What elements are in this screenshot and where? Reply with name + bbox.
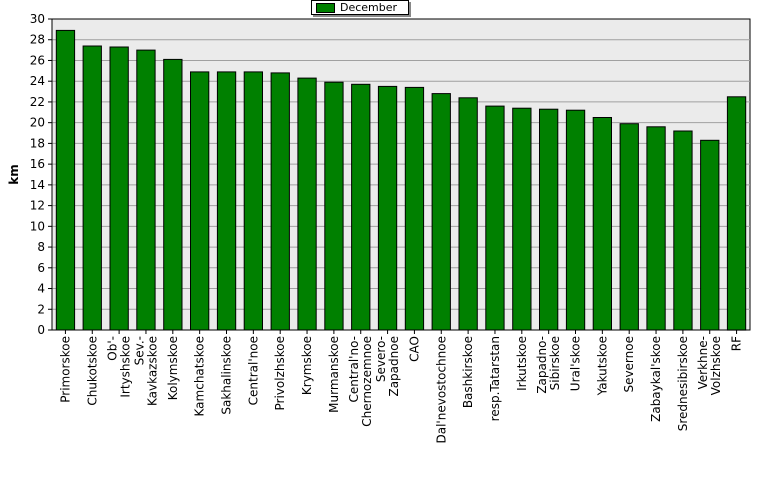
x-category-label: Verkhne- [696, 336, 710, 389]
x-category-label: Kavkazskoe [145, 336, 159, 406]
x-category-label: Severnoe [622, 336, 636, 393]
bar [512, 107, 532, 331]
x-category-label: Privolzhskoe [273, 336, 287, 410]
x-category-label: Srednesibirskoe [676, 336, 690, 431]
bar [270, 72, 290, 331]
x-category-label: Sibirskoe [548, 336, 562, 390]
bar [297, 77, 317, 331]
y-tick-label: 28 [30, 33, 45, 47]
y-tick-label: 14 [30, 178, 45, 192]
x-category-label: Bashkirskoe [461, 336, 475, 408]
y-tick-label: 22 [30, 95, 45, 109]
x-category-label: Yakutskoe [595, 336, 609, 396]
y-tick-label: 12 [30, 199, 45, 213]
bar [646, 126, 666, 331]
bar [163, 58, 183, 331]
x-category-label: Ob'- [106, 336, 120, 361]
bar [592, 117, 613, 331]
bar [539, 108, 559, 331]
y-tick-label: 30 [30, 12, 45, 26]
x-category-label: Severo- [374, 336, 388, 382]
y-tick-label: 18 [30, 136, 45, 150]
x-category-label: Ural'skoe [569, 336, 583, 391]
bar [458, 97, 478, 331]
x-category-label: Zabaykal'skoe [649, 336, 663, 422]
x-category-label: Central'noe [246, 336, 260, 405]
x-category-label: Irkutskoe [515, 336, 529, 391]
x-category-label: Primorskoe [58, 336, 72, 403]
bar [324, 81, 344, 331]
x-category-label: Volzhskoe [709, 336, 723, 395]
y-tick-label: 24 [30, 74, 45, 88]
bar [243, 71, 263, 331]
y-tick-label: 4 [37, 282, 45, 296]
x-category-label: Krymskoe [300, 336, 314, 395]
bar [673, 130, 693, 331]
x-category-label: resp.Tatarstan [488, 336, 502, 421]
y-tick-label: 20 [30, 116, 45, 130]
x-category-label: Sakhalinskoe [220, 336, 234, 415]
bar [377, 85, 398, 331]
bars [55, 29, 747, 331]
bar [404, 86, 425, 331]
x-category-label: Dal'nevostochnoe [434, 336, 448, 444]
y-tick-label: 26 [30, 53, 45, 67]
legend-label-december: December [340, 1, 398, 14]
y-axis-label: km [7, 164, 21, 184]
bar [565, 109, 586, 331]
x-category-label: Zapadnoe [387, 336, 401, 397]
y-tick-label: 6 [37, 261, 45, 275]
bar [619, 123, 639, 331]
x-category-label: Chukotskoe [85, 336, 99, 406]
x-category-label: Kamchatskoe [193, 336, 207, 416]
x-category-label: Murmanskoe [327, 336, 341, 413]
y-tick-label: 8 [37, 240, 45, 254]
x-axis-categories: Primorskoe Chukotskoe Ob'- Irtyshskoe Sev.- K… [58, 330, 744, 444]
legend-swatch-december [316, 3, 335, 13]
bar [431, 93, 451, 331]
x-category-label: RF [730, 336, 744, 351]
y-tick-label: 2 [37, 302, 45, 316]
y-tick-label: 16 [30, 157, 45, 171]
bar [82, 45, 102, 331]
x-category-label: Zapadno- [535, 336, 549, 394]
x-category-label: Central'no- [347, 336, 361, 403]
bar [485, 105, 505, 331]
y-tick-label: 10 [30, 219, 45, 233]
y-tick-label: 0 [37, 323, 45, 337]
plot-area [51, 18, 751, 331]
bar [351, 83, 371, 331]
bar [190, 71, 210, 331]
x-category-label: CAO [407, 336, 421, 362]
x-category-label: Chernozemnoe [360, 336, 374, 427]
bar [55, 29, 76, 331]
bar [136, 49, 156, 331]
bar [700, 139, 720, 331]
x-category-label: Irtyshskoe [119, 336, 133, 398]
bar [216, 71, 237, 331]
x-category-label: Kolymskoe [166, 336, 180, 400]
chart-legend: December [311, 0, 409, 15]
x-category-label: Sev.- [132, 336, 146, 365]
bar [109, 46, 129, 331]
bar [726, 96, 747, 331]
